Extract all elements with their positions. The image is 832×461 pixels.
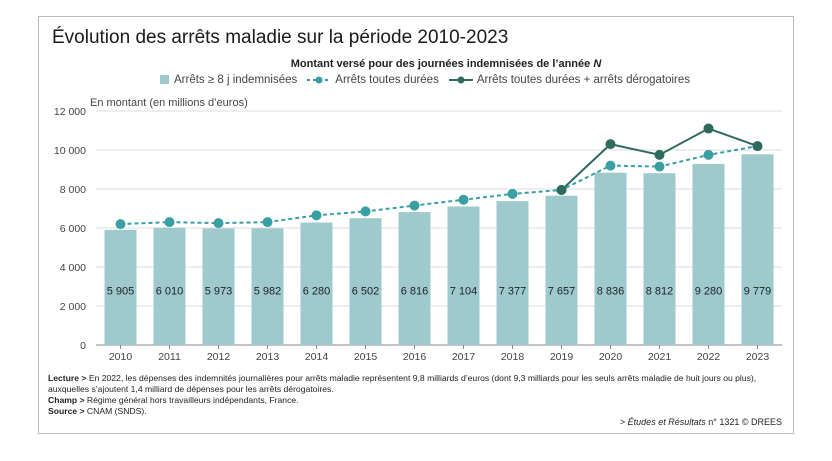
x-tick-label: 2014 [305, 351, 329, 363]
credit-prefix: > [619, 417, 628, 427]
bar-data-label: 6 502 [352, 285, 380, 297]
bar [153, 227, 186, 345]
data-point [409, 200, 420, 211]
y-tick-label: 10 000 [54, 145, 86, 157]
x-tick-label: 2015 [354, 351, 378, 363]
note-lecture: Lecture > En 2022, les dépenses des inde… [48, 373, 788, 395]
data-point [703, 123, 714, 134]
y-tick-label: 6 000 [60, 223, 86, 235]
y-tick-label: 12 000 [54, 106, 86, 118]
data-point [164, 217, 175, 228]
legend-solid: Arrêts toutes durées + arrêts dérogatoir… [448, 74, 691, 86]
data-point [654, 149, 665, 160]
data-point [262, 217, 273, 228]
x-tick-label: 2012 [207, 351, 231, 363]
data-point [115, 219, 126, 230]
note-source: Source > CNAM (SNDS). [48, 406, 788, 417]
subtitle-italic: N [593, 58, 602, 70]
bar-data-label: 6 280 [303, 285, 331, 297]
legend-label: Arrêts toutes durées [335, 74, 439, 86]
x-tick-label: 2022 [697, 351, 721, 363]
bar [741, 154, 774, 345]
bar [251, 228, 284, 345]
bar-data-label: 5 973 [205, 285, 233, 297]
figure-frame [38, 16, 794, 434]
data-point [605, 160, 616, 171]
subtitle-text: Montant versé pour des journées indemnis… [290, 58, 594, 70]
y-tick-label: 8 000 [60, 184, 86, 196]
bar [202, 228, 235, 345]
data-point [458, 194, 469, 205]
note-champ: Champ > Régime général hors travailleurs… [48, 395, 788, 406]
bar-data-label: 8 836 [597, 285, 625, 297]
x-tick-label: 2017 [452, 351, 476, 363]
x-tick-label: 2016 [403, 351, 427, 363]
y-tick-label: 4 000 [60, 262, 86, 274]
x-tick-label: 2011 [158, 351, 181, 363]
bar [104, 229, 137, 345]
bar-data-label: 5 982 [254, 285, 282, 297]
credit: > Études et Résultats n° 1321 © DREES [620, 417, 782, 427]
x-tick-label: 2021 [648, 351, 672, 363]
legend-label: Arrêts toutes durées + arrêts dérogatoir… [476, 74, 691, 86]
y-tick-label: 2 000 [60, 301, 86, 313]
bar [496, 201, 529, 345]
note-text: CNAM (SNDS). [84, 406, 147, 416]
chart-title: Évolution des arrêts maladie sur la péri… [52, 27, 509, 48]
credit-suffix: n° 1321 © DREES [705, 417, 782, 427]
y-tick-label: 0 [80, 340, 86, 352]
x-tick-label: 2018 [501, 351, 525, 363]
x-tick-label: 2019 [550, 351, 574, 363]
bar-data-label: 6 816 [401, 285, 429, 297]
x-tick-label: 2013 [256, 351, 280, 363]
bar-data-label: 6 010 [156, 285, 184, 297]
note-text: Régime général hors travailleurs indépen… [84, 395, 299, 405]
legend-swatch-dashed [307, 76, 332, 84]
data-point [556, 184, 567, 195]
bar [447, 206, 480, 345]
series-line [120, 145, 758, 226]
bar-data-label: 7 377 [499, 285, 527, 297]
credit-publication: Études et Résultats [627, 417, 706, 427]
legend-dashed: Arrêts toutes durées [307, 74, 439, 86]
data-point [703, 149, 714, 160]
bar-data-label: 9 779 [744, 285, 772, 297]
data-point [605, 139, 616, 150]
note-label: Source > [48, 406, 85, 416]
note-text: En 2022, les dépenses des indemnités jou… [48, 373, 757, 394]
bar-data-label: 8 812 [646, 285, 674, 297]
data-point [360, 206, 371, 217]
bar-data-label: 7 657 [548, 285, 576, 297]
bar-data-label: 9 280 [695, 285, 723, 297]
data-point [213, 218, 224, 229]
bar [545, 195, 578, 345]
data-point [311, 210, 322, 221]
bar [349, 218, 382, 345]
notes: Lecture > En 2022, les dépenses des inde… [48, 373, 788, 417]
bar-data-label: 7 104 [450, 285, 478, 297]
chart-subtitle: Montant versé pour des journées indemnis… [0, 58, 832, 70]
bar [692, 164, 725, 345]
bar-data-label: 5 905 [107, 285, 135, 297]
legend: Arrêts ≥ 8 j indemnisées Arrêts toutes d… [160, 74, 690, 86]
data-point [752, 141, 763, 152]
y-axis-label: En montant (en millions d’euros) [90, 97, 248, 109]
x-tick-label: 2010 [109, 351, 133, 363]
legend-swatch-solid [448, 76, 473, 84]
legend-swatch-bars [160, 75, 169, 84]
bar [594, 172, 627, 345]
data-point [654, 161, 665, 172]
legend-bars: Arrêts ≥ 8 j indemnisées [160, 74, 297, 86]
note-label: Lecture > [48, 373, 87, 383]
data-point [507, 188, 518, 199]
bar [300, 222, 333, 345]
bar [398, 212, 431, 345]
bar [643, 173, 676, 345]
note-label: Champ > [48, 395, 85, 405]
x-tick-label: 2020 [599, 351, 623, 363]
legend-label: Arrêts ≥ 8 j indemnisées [174, 74, 298, 86]
x-tick-label: 2023 [746, 351, 770, 363]
